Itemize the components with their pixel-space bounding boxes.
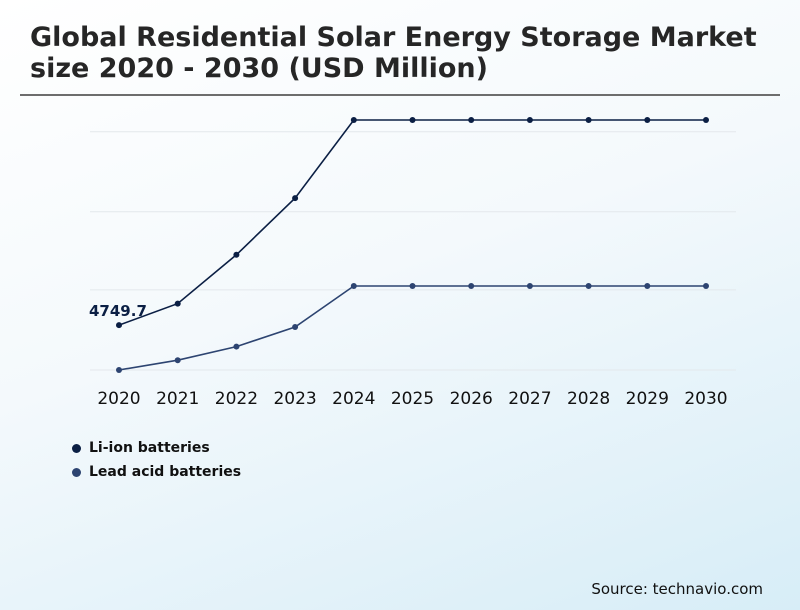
data-point-s0-2022 [233,251,240,258]
data-point-s1-2023 [292,324,299,331]
data-point-s0-2027 [526,117,533,123]
x-tick-label-2030: 2030 [684,389,727,409]
chart-title: Global Residential Solar Energy Storage … [30,22,757,84]
legend: Li-ion batteries Lead acid batteries [72,436,241,484]
data-point-s1-2029 [644,283,651,290]
data-point-s0-2025 [409,117,416,123]
data-point-s0-2020 [116,322,122,329]
data-point-s1-2022 [233,343,240,350]
data-point-s0-2023 [292,195,299,202]
series-line-0 [118,119,706,326]
data-label-li-ion-2020: 4749.7 [89,302,147,320]
x-tick-label-2021: 2021 [156,389,199,409]
legend-item-li-ion: Li-ion batteries [72,436,241,460]
title-divider [20,94,780,96]
data-point-s1-2024 [350,283,357,290]
data-point-s0-2030 [703,117,709,123]
data-point-s0-2021 [174,300,181,307]
data-point-s0-2026 [468,117,475,123]
x-tick-label-2022: 2022 [215,389,258,409]
legend-item-lead-acid: Lead acid batteries [72,460,241,484]
x-tick-label-2029: 2029 [626,389,669,409]
series-line-1 [118,285,706,371]
data-point-s0-2029 [644,117,651,123]
legend-marker-lead-acid [72,467,81,477]
data-point-s1-2027 [526,283,533,290]
data-point-s1-2030 [703,283,709,290]
data-point-s1-2021 [174,357,181,364]
legend-label-lead-acid: Lead acid batteries [89,464,242,480]
data-point-s1-2028 [585,283,592,290]
data-point-s0-2028 [585,117,592,123]
x-tick-label-2027: 2027 [508,389,551,409]
legend-label-li-ion: Li-ion batteries [89,440,210,456]
data-point-s1-2025 [409,283,416,290]
x-tick-label-2025: 2025 [391,389,434,409]
data-point-s0-2024 [350,117,357,123]
x-tick-label-2026: 2026 [450,389,493,409]
legend-marker-li-ion [72,443,81,453]
source-note: Source: technavio.com [591,580,763,598]
x-tick-label-2024: 2024 [332,389,375,409]
x-tick-label-2020: 2020 [97,389,140,409]
data-point-s1-2020 [116,367,122,373]
x-tick-label-2028: 2028 [567,389,610,409]
data-point-s1-2026 [468,283,475,290]
x-tick-label-2023: 2023 [273,389,316,409]
